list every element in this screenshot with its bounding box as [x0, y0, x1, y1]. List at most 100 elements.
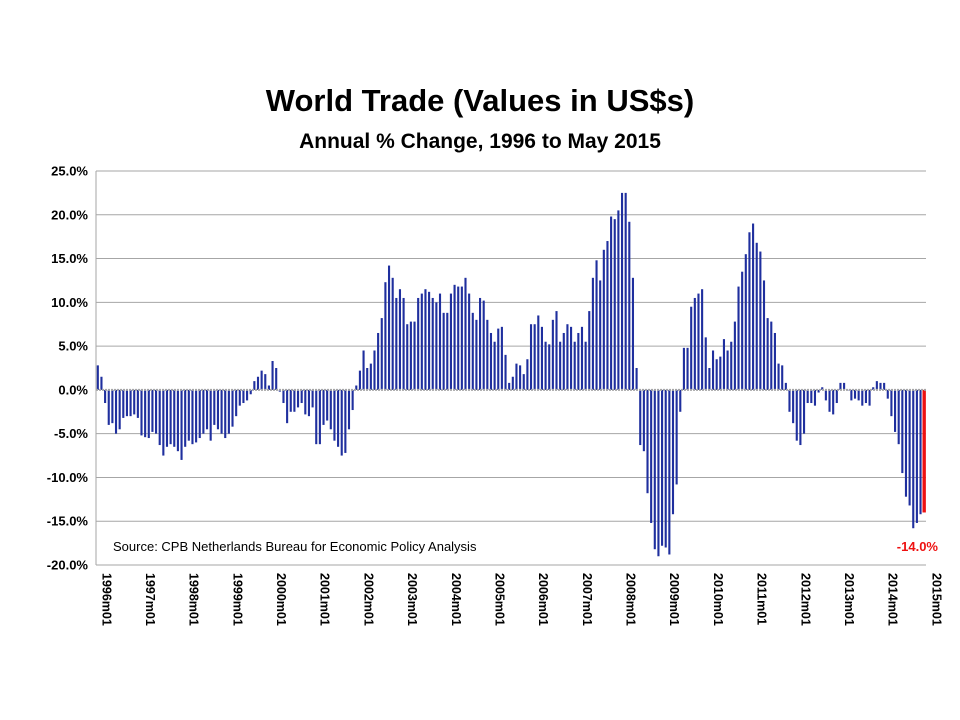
bar [599, 280, 602, 390]
bar [344, 389, 347, 453]
bar [169, 389, 172, 445]
bar [253, 381, 256, 390]
bar [114, 389, 118, 434]
bar [540, 326, 543, 390]
bar [722, 339, 726, 390]
y-tick-label: 5.0% [58, 339, 88, 354]
bar [806, 389, 809, 404]
bar [235, 389, 238, 417]
y-tick-label: -10.0% [47, 470, 89, 485]
bar [125, 389, 128, 417]
bar [701, 289, 704, 390]
bar [719, 356, 722, 390]
bar [708, 368, 711, 390]
bar [773, 332, 776, 390]
bar [409, 321, 412, 390]
y-tick-label: -20.0% [47, 558, 89, 573]
bar [104, 389, 107, 404]
bar [464, 277, 467, 390]
bar [315, 389, 318, 445]
bar [562, 332, 565, 390]
bar [333, 389, 336, 441]
bar [289, 389, 292, 412]
bar [96, 365, 99, 390]
bar [908, 389, 911, 506]
bar [136, 389, 139, 418]
bar [868, 389, 871, 406]
bar [304, 389, 307, 415]
bar [886, 389, 889, 399]
bar [420, 293, 423, 390]
bar [901, 389, 904, 474]
bar [508, 382, 511, 390]
bar [686, 347, 689, 390]
bar [533, 324, 536, 390]
bar [246, 389, 249, 401]
bar [165, 389, 169, 447]
x-tick-label: 2005m01 [492, 573, 506, 626]
bar [391, 277, 394, 390]
bar [216, 389, 220, 430]
y-tick-label: -5.0% [54, 426, 88, 441]
bar [824, 389, 827, 401]
x-tick-label: 1996m01 [99, 573, 113, 626]
bar [748, 232, 751, 390]
bar [580, 326, 584, 390]
bar [595, 260, 598, 390]
bar [795, 389, 798, 441]
bar [504, 354, 507, 390]
bar [682, 347, 685, 390]
bar [497, 328, 500, 390]
bar [788, 389, 791, 412]
y-tick-label: 15.0% [51, 251, 88, 266]
bar [475, 319, 478, 390]
bar [515, 363, 518, 390]
bar [759, 251, 762, 390]
bar [650, 389, 653, 523]
bar [362, 350, 365, 390]
bar [555, 311, 558, 390]
bar [853, 389, 857, 399]
y-axis-tick-labels: 25.0% 20.0% 15.0% 10.0% 5.0% 0.0% -5.0% -10.0% -… [47, 164, 89, 573]
gridlines [95, 170, 926, 566]
bar [227, 389, 230, 434]
bar [646, 389, 649, 494]
bar [300, 389, 303, 404]
bar [406, 324, 409, 390]
bar [661, 389, 664, 546]
bar [577, 332, 580, 390]
x-tick-label: 2010m01 [711, 573, 725, 626]
chart-subtitle: Annual % Change, 1996 to May 2015 [299, 130, 661, 153]
x-tick-label: 2011m01 [755, 573, 769, 625]
bar [744, 254, 747, 390]
bar [435, 302, 438, 390]
bar [173, 389, 176, 447]
bar [373, 350, 376, 390]
bar [879, 382, 882, 390]
bar [883, 382, 886, 390]
bar [158, 389, 161, 446]
bar [147, 389, 150, 439]
bar [690, 306, 693, 390]
bar [198, 389, 201, 439]
bar [471, 312, 474, 390]
x-tick-label: 2006m01 [536, 573, 550, 626]
bar [770, 321, 773, 390]
bar [326, 389, 329, 421]
bar [479, 297, 482, 390]
bar [231, 389, 234, 427]
bar [915, 389, 918, 523]
y-tick-label: 10.0% [51, 295, 88, 310]
bar [195, 389, 198, 443]
bar [620, 192, 624, 390]
bar [329, 389, 332, 430]
bar [293, 389, 296, 412]
bar [835, 389, 838, 404]
bar [784, 382, 787, 390]
bar [668, 389, 671, 555]
bar [220, 389, 223, 434]
bar [624, 192, 627, 390]
x-axis-tick-labels: 1996m01 1997m01 1998m01 1999m01 2000m01 2001m… [99, 573, 943, 626]
bar [202, 389, 205, 434]
